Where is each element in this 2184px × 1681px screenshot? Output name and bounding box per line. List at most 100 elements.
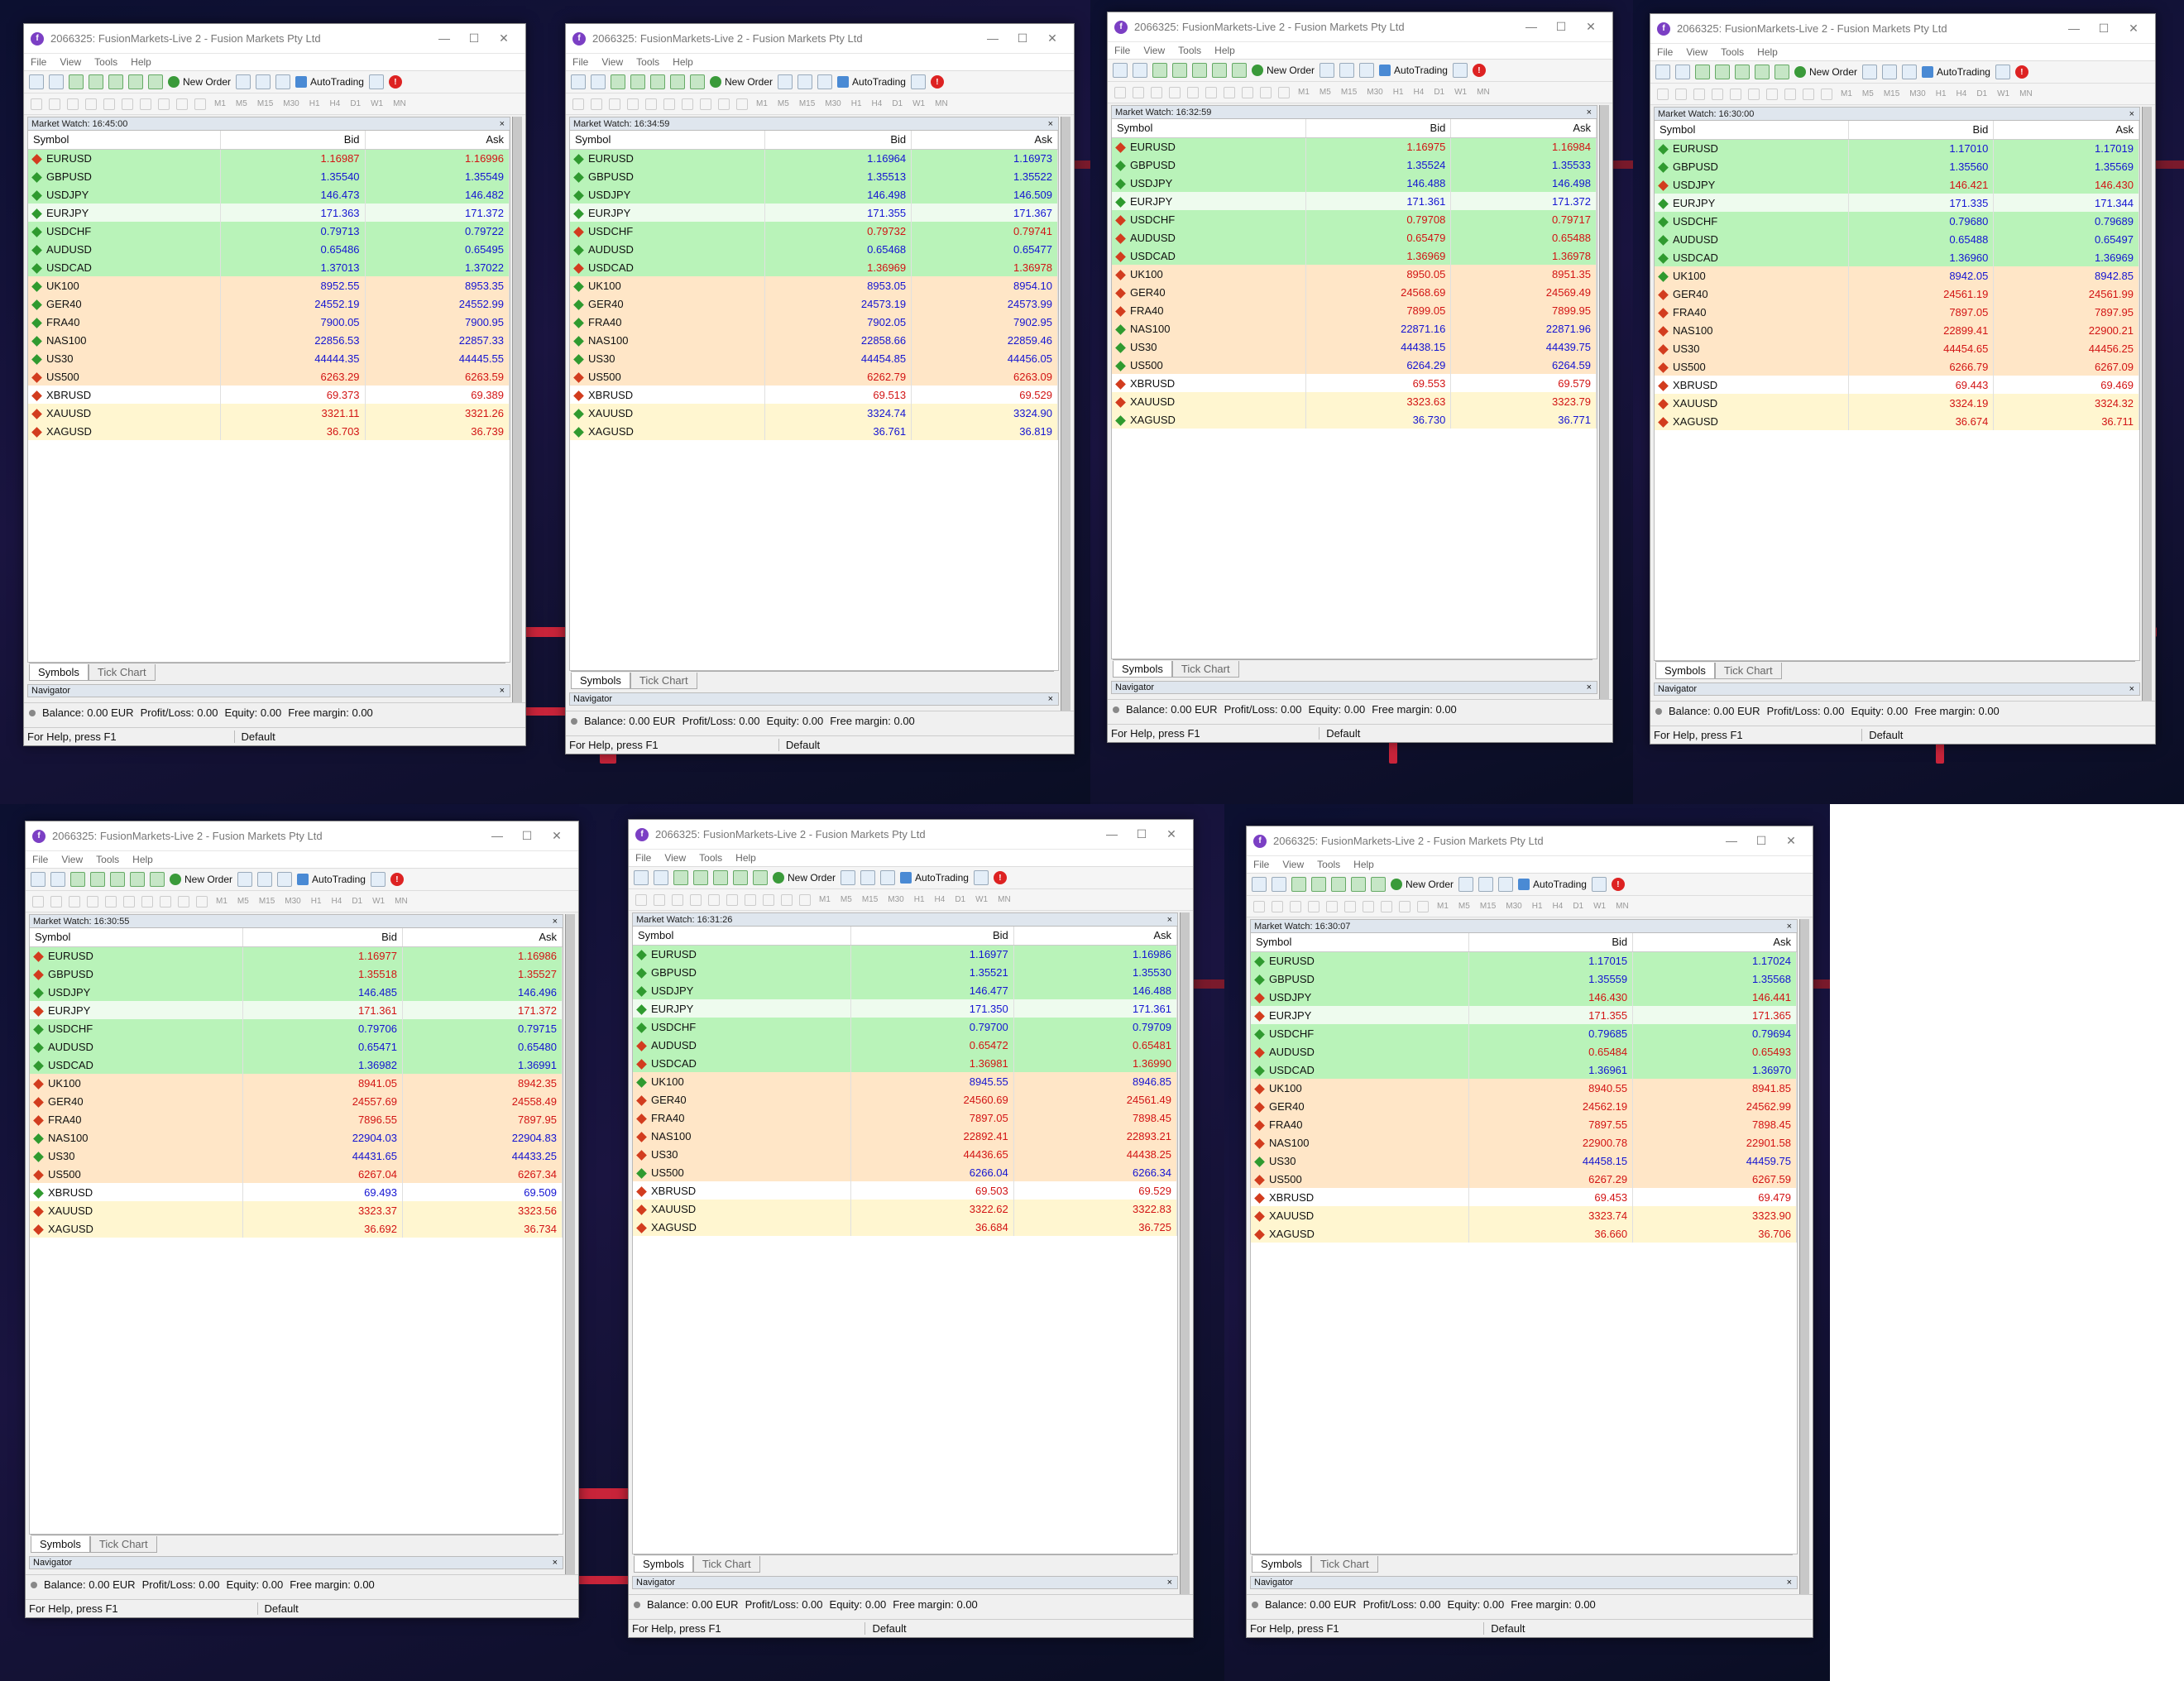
symbol-column-header[interactable]: Symbol [1251, 933, 1470, 952]
new-chart-icon[interactable] [29, 74, 44, 89]
market-watch-close-button[interactable]: × [1166, 914, 1172, 925]
timeframe-m15[interactable]: M15 [256, 99, 274, 108]
terminal-icon[interactable] [128, 74, 143, 89]
vertical-scrollbar[interactable] [1599, 105, 1609, 699]
signals-icon[interactable] [257, 872, 273, 887]
timeframe-mn[interactable]: MN [395, 897, 408, 906]
symbol-row-uk100[interactable]: UK100 8941.05 8942.35 [30, 1074, 563, 1092]
minimize-button[interactable]: — [1726, 834, 1737, 847]
symbol-row-fra40[interactable]: FRA40 7897.05 7898.45 [633, 1109, 1177, 1127]
fibonacci-icon[interactable] [140, 98, 151, 110]
timeframe-d1[interactable]: D1 [350, 99, 362, 108]
arrows-icon[interactable] [196, 895, 208, 908]
timeframe-d1[interactable]: D1 [1976, 89, 1988, 98]
symbol-row-uk100[interactable]: UK100 8940.55 8941.85 [1251, 1079, 1797, 1097]
new-chart-icon[interactable] [31, 872, 46, 887]
signals-icon[interactable] [860, 870, 876, 885]
menu-item-tools[interactable]: Tools [1317, 859, 1341, 870]
symbol-row-us500[interactable]: US500 6264.29 6264.59 [1112, 356, 1597, 374]
symbol-row-nas100[interactable]: NAS100 22892.41 22893.21 [633, 1127, 1177, 1145]
arrows-icon[interactable] [194, 98, 206, 110]
tab-symbols[interactable]: Symbols [634, 1556, 693, 1573]
symbol-row-audusd[interactable]: AUDUSD 0.65472 0.65481 [633, 1036, 1177, 1054]
navigator-icon[interactable] [1192, 63, 1207, 78]
cursor-icon[interactable] [32, 895, 44, 908]
vertical-scrollbar[interactable] [2142, 107, 2152, 701]
symbol-row-eurusd[interactable]: EURUSD 1.17015 1.17024 [1251, 951, 1797, 970]
maximize-button[interactable]: ☐ [468, 31, 480, 45]
crosshair-icon[interactable] [591, 98, 602, 110]
navigator-icon[interactable] [650, 74, 665, 89]
timeframe-m15[interactable]: M15 [1340, 88, 1358, 97]
bid-column-header[interactable]: Bid [1305, 119, 1452, 138]
market-icon[interactable] [880, 870, 896, 885]
new-chart-icon[interactable] [634, 870, 649, 885]
signals-icon[interactable] [797, 74, 813, 89]
bid-column-header[interactable]: Bid [850, 927, 1014, 946]
menu-item-view[interactable]: View [1686, 46, 1708, 58]
symbol-row-uk100[interactable]: UK100 8945.55 8946.85 [633, 1072, 1177, 1090]
signals-icon[interactable] [1478, 877, 1494, 892]
tab-symbols[interactable]: Symbols [1655, 663, 1715, 679]
profiles-icon[interactable] [1272, 877, 1286, 892]
menu-item-file[interactable]: File [1253, 859, 1270, 870]
market-icon[interactable] [277, 872, 293, 887]
menu-item-help[interactable]: Help [1353, 859, 1374, 870]
symbol-row-gbpusd[interactable]: GBPUSD 1.35540 1.35549 [28, 167, 510, 185]
arrows-icon[interactable] [1417, 900, 1429, 912]
menu-item-tools[interactable]: Tools [699, 852, 723, 864]
new-order-button[interactable]: New Order [170, 874, 232, 885]
vertical-scrollbar[interactable] [512, 117, 522, 702]
timeframe-d1[interactable]: D1 [892, 99, 903, 108]
symbol-row-uk100[interactable]: UK100 8952.55 8953.35 [28, 276, 510, 295]
symbol-row-xbrusd[interactable]: XBRUSD 69.553 69.579 [1112, 374, 1597, 392]
symbol-row-us500[interactable]: US500 6266.04 6266.34 [633, 1163, 1177, 1181]
timeframe-m15[interactable]: M15 [258, 897, 275, 906]
label-icon[interactable] [1399, 900, 1410, 912]
symbol-row-nas100[interactable]: NAS100 22900.78 22901.58 [1251, 1133, 1797, 1152]
horizontal-line-icon[interactable] [85, 98, 97, 110]
symbol-row-gbpusd[interactable]: GBPUSD 1.35524 1.35533 [1112, 156, 1597, 174]
timeframe-h4[interactable]: H4 [329, 99, 341, 108]
symbol-row-xauusd[interactable]: XAUUSD 3324.74 3324.90 [570, 404, 1058, 422]
fibonacci-icon[interactable] [1363, 900, 1374, 912]
terminal-icon[interactable] [130, 872, 145, 887]
minimize-button[interactable]: — [1106, 827, 1118, 840]
timeframe-h4[interactable]: H4 [934, 895, 946, 904]
horizontal-line-icon[interactable] [1169, 86, 1181, 98]
symbol-row-usdjpy[interactable]: USDJPY 146.430 146.441 [1251, 988, 1797, 1006]
symbol-row-xauusd[interactable]: XAUUSD 3321.11 3321.26 [28, 404, 510, 422]
symbol-row-fra40[interactable]: FRA40 7897.05 7897.95 [1655, 303, 2139, 321]
symbol-row-usdjpy[interactable]: USDJPY 146.477 146.488 [633, 981, 1177, 999]
terminal-icon[interactable] [733, 870, 748, 885]
close-button[interactable]: ✕ [552, 829, 562, 842]
channel-icon[interactable] [123, 895, 135, 908]
fibonacci-icon[interactable] [682, 98, 693, 110]
symbol-row-usdjpy[interactable]: USDJPY 146.488 146.498 [1112, 174, 1597, 192]
symbol-row-audusd[interactable]: AUDUSD 0.65468 0.65477 [570, 240, 1058, 258]
timeframe-h4[interactable]: H4 [1956, 89, 1967, 98]
market-watch-icon[interactable] [673, 870, 688, 885]
bid-column-header[interactable]: Bid [1468, 933, 1634, 952]
timeframe-mn[interactable]: MN [1477, 88, 1490, 97]
symbol-row-us30[interactable]: US30 44458.15 44459.75 [1251, 1152, 1797, 1170]
crosshair-icon[interactable] [654, 893, 665, 906]
notification-alert-icon[interactable]: ! [2014, 65, 2028, 79]
data-window-icon[interactable] [89, 74, 103, 89]
market-watch-icon[interactable] [69, 74, 84, 89]
market-watch-close-button[interactable]: × [2129, 108, 2134, 119]
minimize-button[interactable]: — [987, 31, 999, 45]
timeframe-m5[interactable]: M5 [235, 99, 247, 108]
symbol-row-us30[interactable]: US30 44444.35 44445.55 [28, 349, 510, 367]
market-watch-close-button[interactable]: × [1586, 107, 1592, 117]
data-window-icon[interactable] [1172, 63, 1187, 78]
symbol-row-eurusd[interactable]: EURUSD 1.17010 1.17019 [1655, 139, 2139, 157]
notification-alert-icon[interactable]: ! [993, 871, 1007, 884]
timeframe-d1[interactable]: D1 [1573, 902, 1584, 911]
navigator-close-button[interactable]: × [552, 1558, 558, 1568]
cursor-icon[interactable] [1657, 88, 1669, 100]
fibonacci-icon[interactable] [1224, 86, 1235, 98]
symbol-row-xagusd[interactable]: XAGUSD 36.730 36.771 [1112, 410, 1597, 429]
crosshair-icon[interactable] [49, 98, 60, 110]
search-icon[interactable] [1591, 877, 1607, 892]
